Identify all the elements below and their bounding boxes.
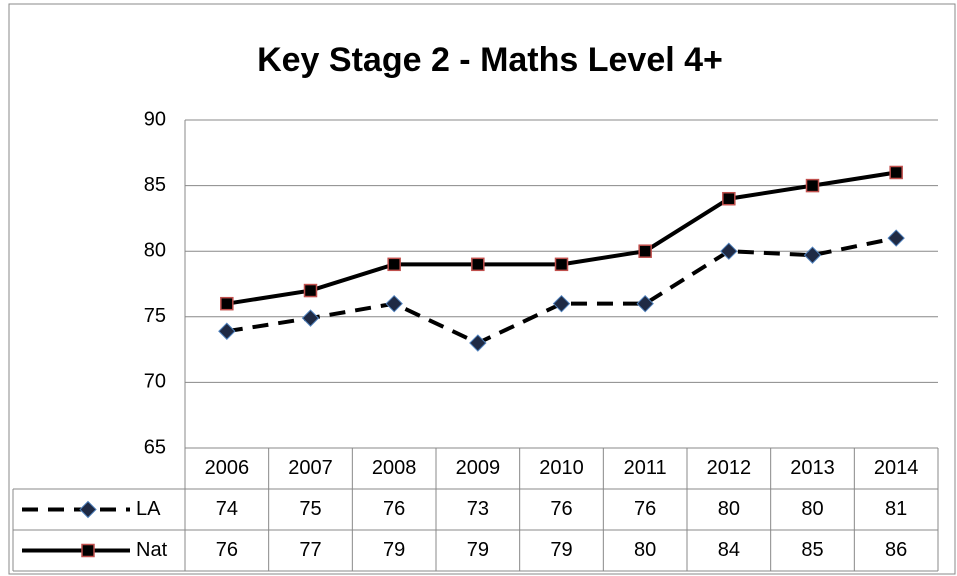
x-tick-label: 2013 xyxy=(790,457,835,479)
y-tick-label: 75 xyxy=(144,305,166,327)
data-point xyxy=(554,257,569,272)
data-point xyxy=(803,246,822,264)
x-tick-label: 2009 xyxy=(456,457,501,479)
table-value: 80 xyxy=(801,498,823,520)
x-tick-label: 2008 xyxy=(372,457,417,479)
data-point xyxy=(889,165,903,180)
table-value: 80 xyxy=(634,539,656,561)
data-point xyxy=(303,283,318,298)
table-value: 76 xyxy=(550,498,572,520)
legend-marker xyxy=(81,543,95,558)
table-value: 80 xyxy=(718,498,740,520)
data-point xyxy=(722,191,736,206)
x-tick-label: 2010 xyxy=(539,457,584,479)
data-point xyxy=(471,257,485,272)
y-tick-label: 90 xyxy=(144,108,166,130)
y-tick-label: 65 xyxy=(144,436,166,458)
data-point xyxy=(387,257,401,272)
table-value: 77 xyxy=(299,539,321,561)
series-line xyxy=(226,236,897,346)
table-value: 74 xyxy=(216,498,238,520)
data-point xyxy=(301,309,320,327)
x-tick-label: 2006 xyxy=(205,457,250,479)
data-point xyxy=(720,242,738,260)
data-point xyxy=(385,294,403,313)
data-point xyxy=(469,334,487,352)
chart-frame xyxy=(8,3,956,575)
table-value: 85 xyxy=(801,539,823,561)
table-value: 73 xyxy=(467,498,489,520)
table-value: 79 xyxy=(550,539,572,561)
table-value: 86 xyxy=(885,539,907,561)
x-tick-label: 2007 xyxy=(288,457,333,479)
legend-label: Nat xyxy=(136,539,168,561)
data-point xyxy=(552,294,571,313)
data-point xyxy=(805,178,820,193)
legend-marker xyxy=(79,500,97,519)
x-tick-label: 2011 xyxy=(624,457,667,479)
data-point xyxy=(638,244,652,258)
table-value: 81 xyxy=(885,498,907,520)
data-point xyxy=(887,229,905,247)
y-tick-label: 85 xyxy=(144,174,166,196)
table-value: 75 xyxy=(299,498,321,520)
legend-label: LA xyxy=(136,498,161,520)
data-point xyxy=(220,296,234,311)
table-value: 76 xyxy=(216,539,238,561)
data-point xyxy=(636,294,654,313)
table-value: 84 xyxy=(718,539,740,561)
table-value: 76 xyxy=(383,498,405,520)
y-tick-label: 70 xyxy=(144,371,166,393)
y-tick-label: 80 xyxy=(144,239,166,261)
table-value: 79 xyxy=(383,539,405,561)
data-point xyxy=(218,322,236,340)
x-tick-label: 2014 xyxy=(874,457,919,479)
chart-title: Key Stage 2 - Maths Level 4+ xyxy=(257,41,723,79)
x-tick-label: 2012 xyxy=(707,457,752,479)
table-value: 79 xyxy=(467,539,489,561)
table-value: 76 xyxy=(634,498,656,520)
